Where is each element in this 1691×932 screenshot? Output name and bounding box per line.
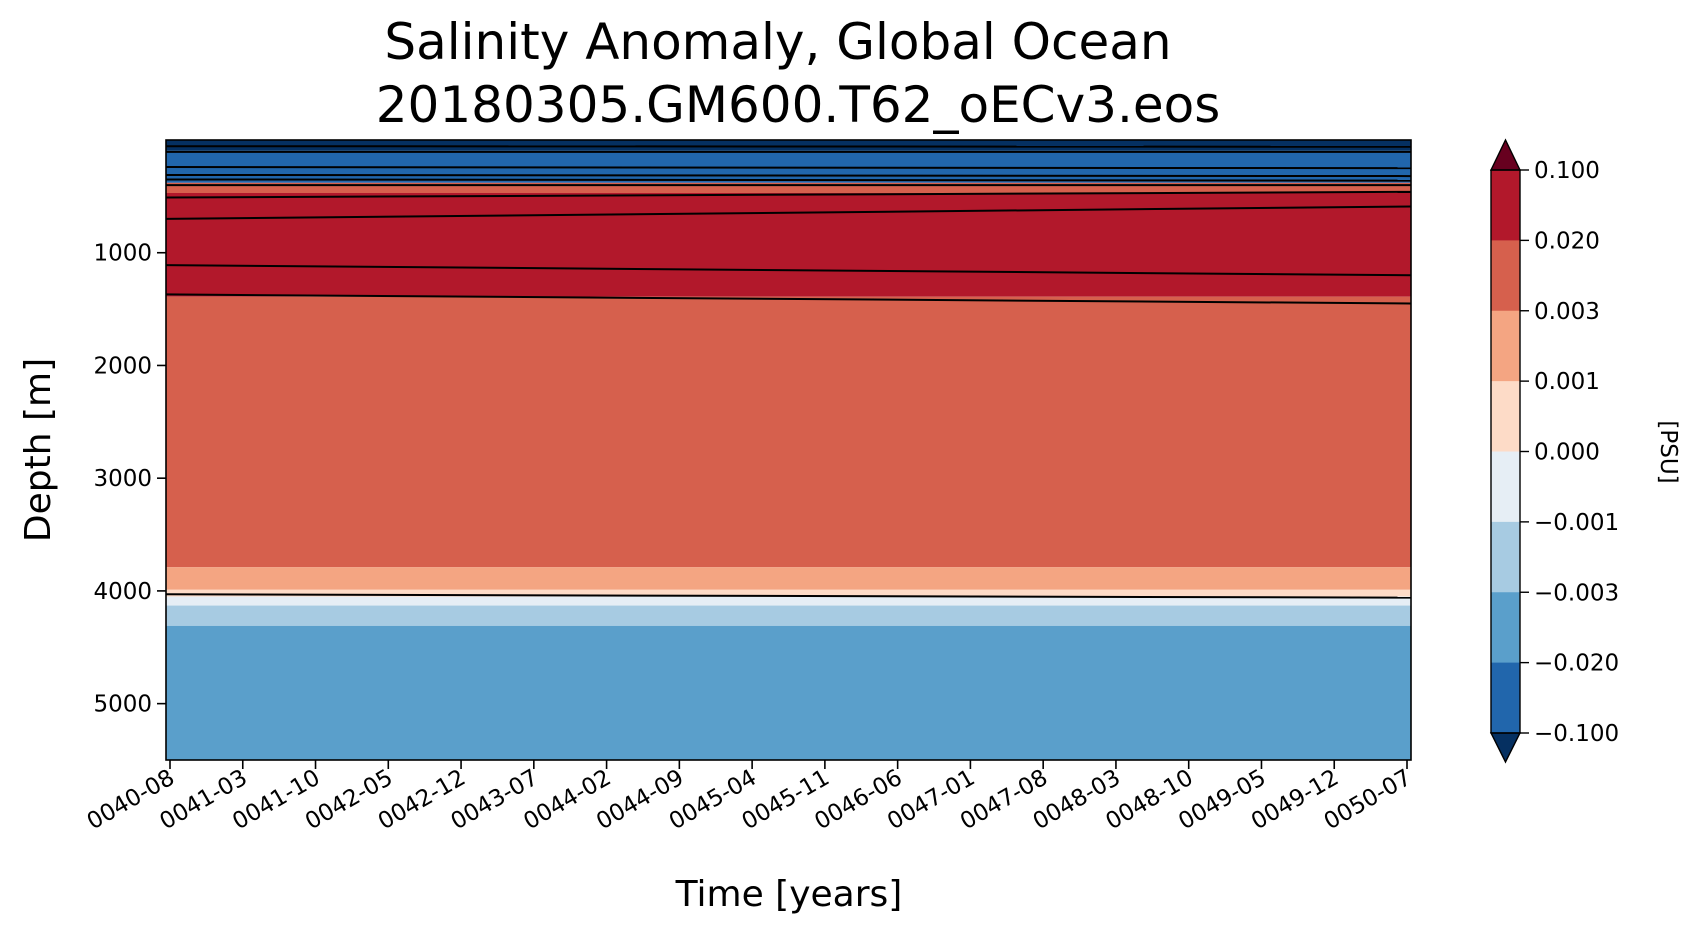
contour-band-6 bbox=[166, 589, 1411, 597]
contour-line-4 bbox=[166, 178, 1411, 182]
colorbar-tick-label: −0.020 bbox=[1534, 651, 1619, 677]
contour-line-7 bbox=[166, 205, 1411, 220]
y-tick-label: 3000 bbox=[93, 466, 152, 492]
contour-lines bbox=[166, 145, 1411, 599]
colorbar-segment-1 bbox=[1491, 240, 1520, 312]
chart-title: Salinity Anomaly, Global Ocean bbox=[384, 13, 1171, 71]
contour-line-6 bbox=[166, 190, 1411, 199]
colorbar-segment-3 bbox=[1491, 381, 1520, 452]
y-tick-label: 5000 bbox=[93, 692, 152, 718]
colorbar-tick-label: 0.100 bbox=[1534, 158, 1600, 184]
chart-subtitle: 20180305.GM600.T62_oECv3.eos bbox=[376, 76, 1221, 134]
colorbar-tick-label: 0.003 bbox=[1534, 299, 1600, 325]
contour-band-5 bbox=[166, 567, 1411, 590]
colorbar-segment-7 bbox=[1491, 662, 1520, 734]
contour-line-10 bbox=[166, 593, 1411, 599]
contour-band-top bbox=[166, 140, 1411, 147]
contour-band-4 bbox=[166, 296, 1411, 568]
colorbar-tick-label: 0.001 bbox=[1534, 369, 1600, 395]
contour-line-0 bbox=[166, 145, 1411, 148]
y-tick-label: 1000 bbox=[93, 241, 152, 267]
y-axis-label: Depth [m] bbox=[18, 358, 59, 542]
colorbar-tick-label: −0.001 bbox=[1534, 510, 1619, 536]
colorbar-label: [PSU] bbox=[1655, 420, 1681, 483]
contour-line-9 bbox=[166, 293, 1411, 305]
contour-band-2 bbox=[166, 182, 1411, 193]
y-tick-label: 4000 bbox=[93, 579, 152, 605]
y-axis-ticks: 1000 2000 3000 4000 5000 bbox=[93, 241, 166, 718]
colorbar-tick-label: 0.020 bbox=[1534, 228, 1600, 254]
colorbar-segment-2 bbox=[1491, 310, 1520, 382]
contour-band-8 bbox=[166, 605, 1411, 626]
contour-band-9 bbox=[166, 625, 1411, 760]
colorbar-tick-label: −0.003 bbox=[1534, 580, 1619, 606]
colorbar-tick-label: −0.100 bbox=[1534, 721, 1619, 747]
contour-line-8 bbox=[166, 264, 1411, 277]
contour-band-7 bbox=[166, 596, 1411, 606]
colorbar-tick-label: 0.000 bbox=[1534, 440, 1600, 466]
colorbar-segment-5 bbox=[1491, 521, 1520, 593]
colorbar-segment-4 bbox=[1491, 451, 1520, 523]
plot-frame bbox=[165, 139, 1412, 761]
contour-fill-bands bbox=[166, 140, 1411, 760]
y-tick-label: 2000 bbox=[93, 353, 152, 379]
contour-band-3 bbox=[166, 192, 1411, 297]
contour-band-0 bbox=[166, 145, 1411, 151]
colorbar-segment-6 bbox=[1491, 592, 1520, 664]
colorbar-segment-0 bbox=[1491, 170, 1520, 241]
contour-line-2 bbox=[166, 166, 1411, 170]
x-axis-label: Time [years] bbox=[675, 874, 903, 915]
colorbar: 0.100 0.020 0.003 0.001 0.000 −0.001 −0.003 −0.… bbox=[1489, 138, 1619, 764]
contour-line-3 bbox=[166, 173, 1411, 178]
